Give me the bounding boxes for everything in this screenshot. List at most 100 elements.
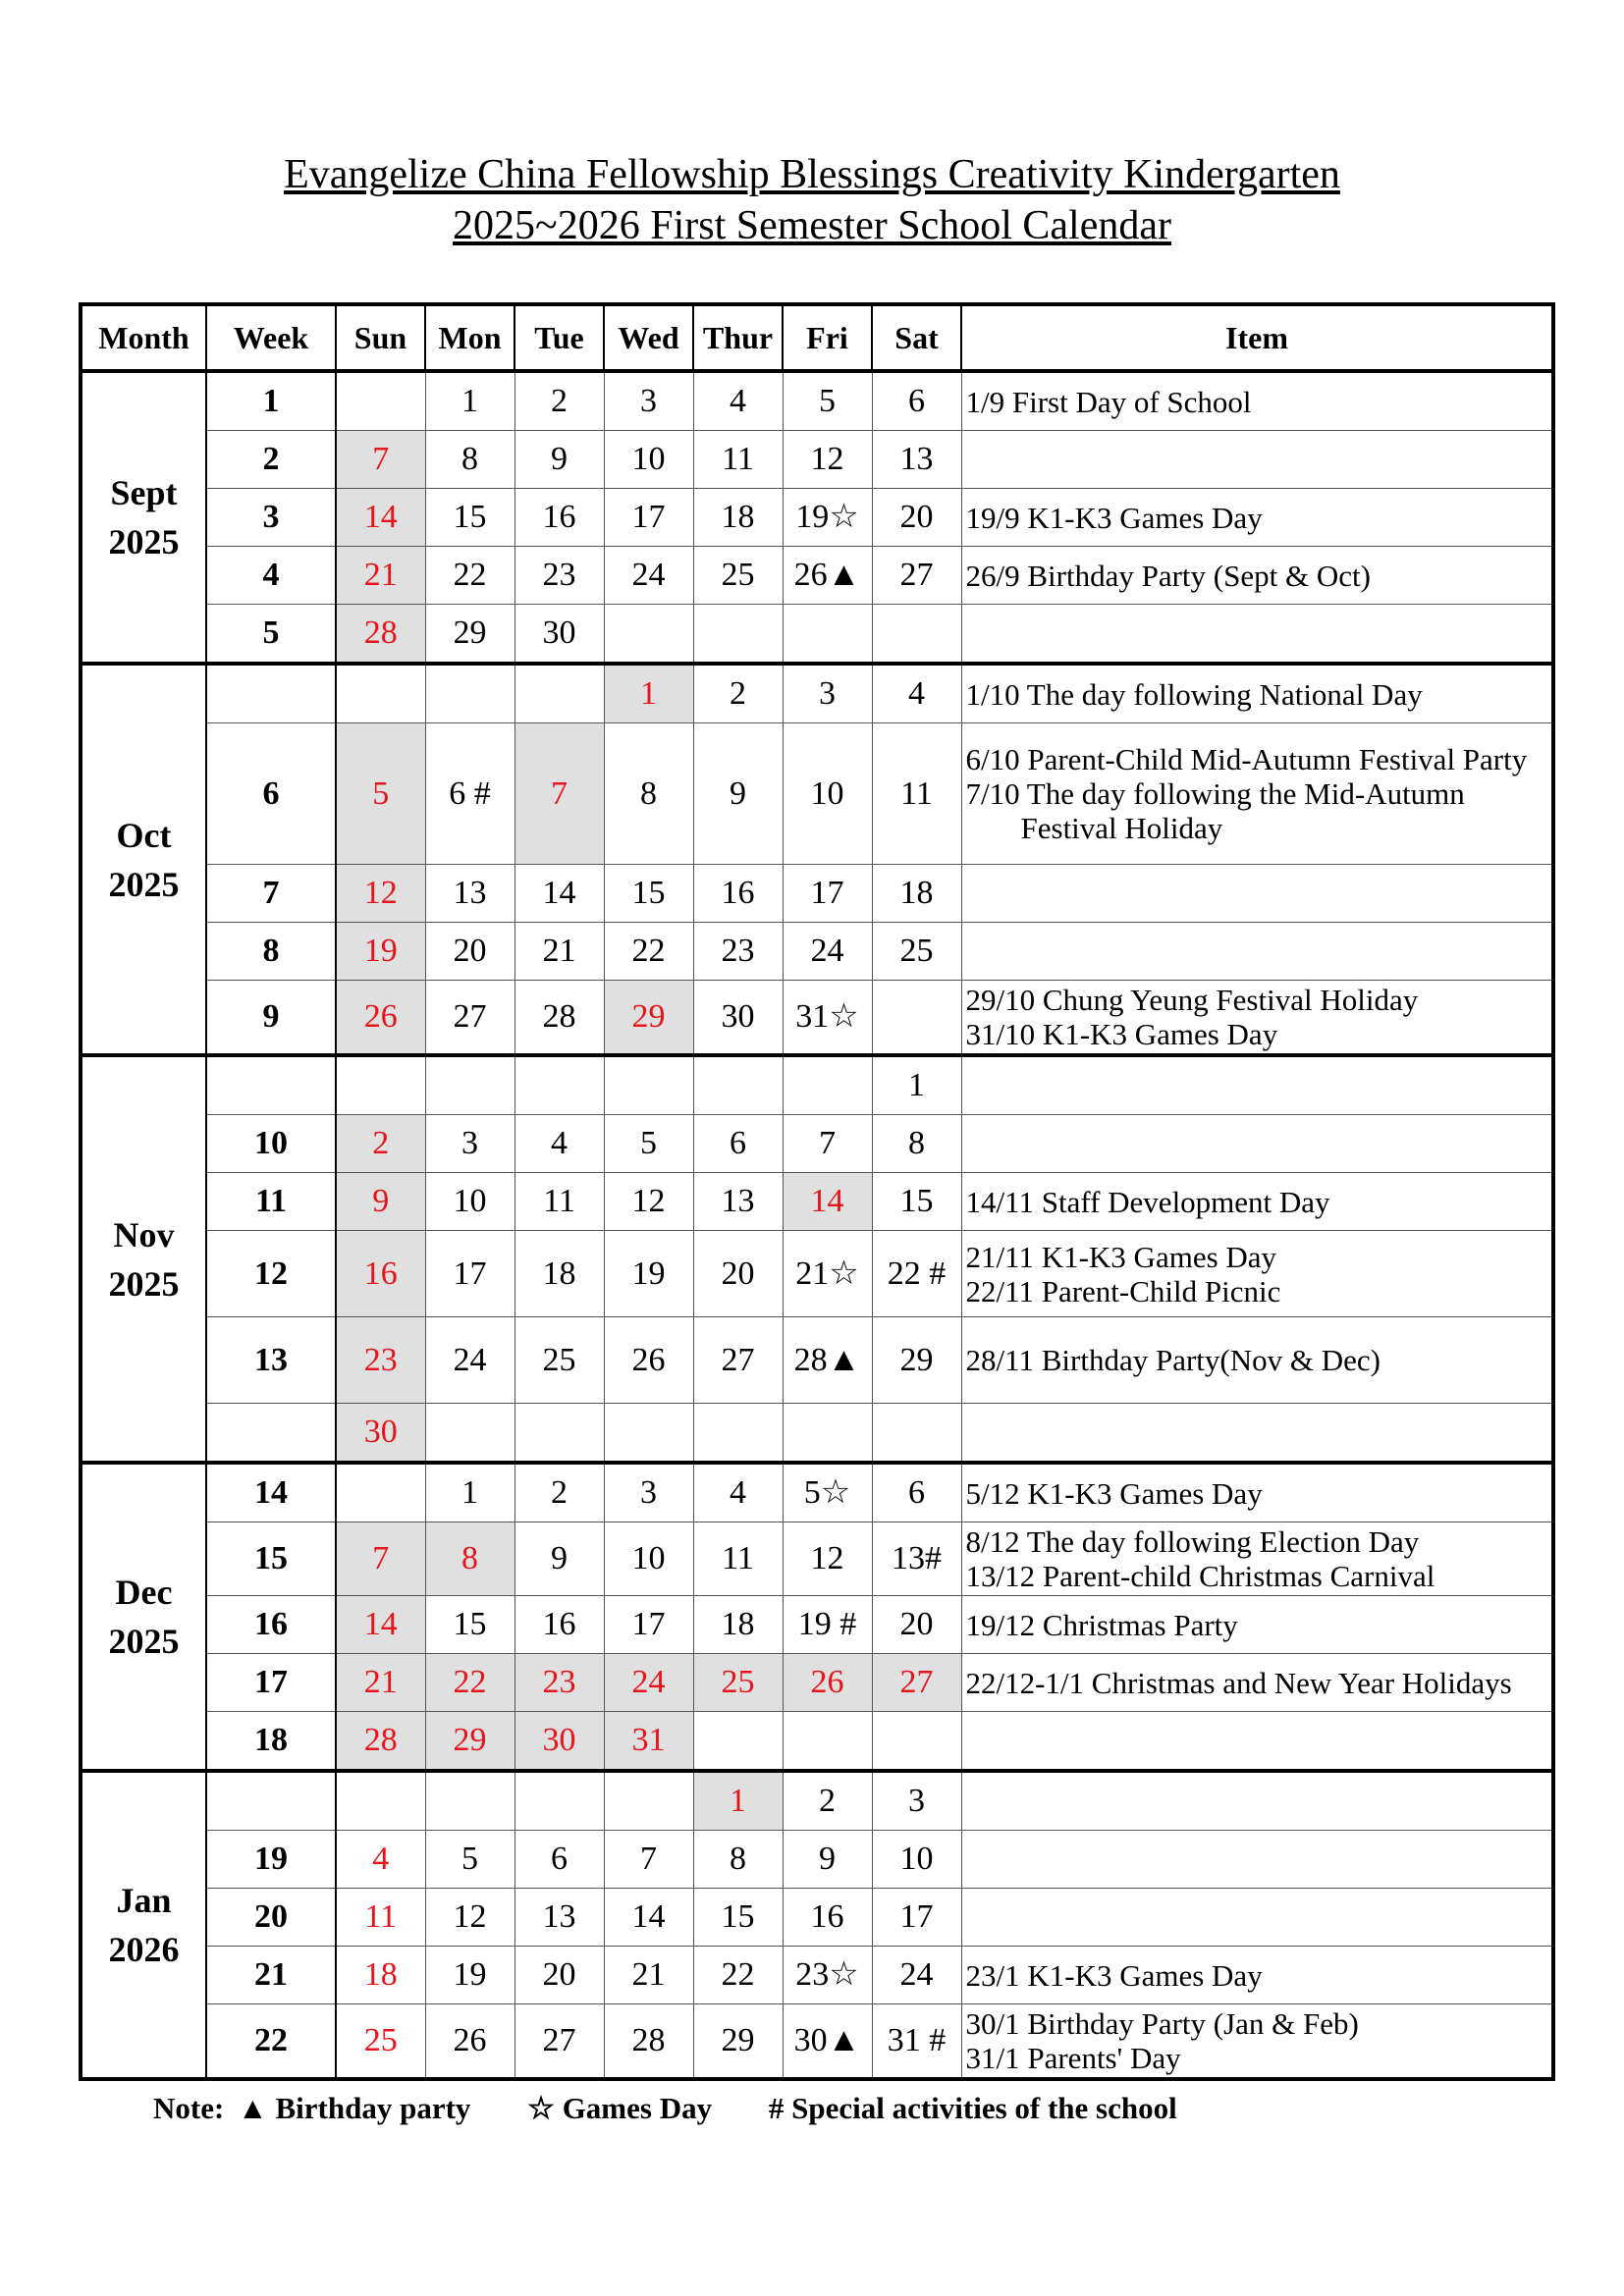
header-sat: Sat xyxy=(871,303,962,373)
holiday-date-cell: 29 xyxy=(424,1711,515,1772)
event-item: 7/10 The day following the Mid-Autumn Fe… xyxy=(965,776,1465,845)
event-item: 29/10 Chung Yeung Festival Holiday xyxy=(965,983,1419,1017)
event-item: 1/10 The day following National Day xyxy=(965,676,1423,712)
date-cell: 20 xyxy=(871,1595,962,1654)
date-cell: 16 xyxy=(514,488,605,547)
date-cell: 19 xyxy=(603,1230,694,1317)
holiday-date-cell: 21 xyxy=(335,546,426,605)
holiday-date-cell: 27 xyxy=(871,1653,962,1712)
event-item: 31/1 Parents' Day xyxy=(965,2041,1181,2075)
week-number: 13 xyxy=(205,1316,337,1404)
date-cell: 18 xyxy=(335,1946,426,2004)
date-cell: 23☆ xyxy=(782,1946,873,2004)
item-cell: 28/11 Birthday Party(Nov & Dec) xyxy=(960,1316,1554,1404)
date-cell: 13# xyxy=(871,1522,962,1596)
date-cell xyxy=(335,662,426,723)
item-cell xyxy=(960,430,1554,489)
event-item: 30/1 Birthday Party (Jan & Feb) xyxy=(965,2006,1359,2041)
date-cell xyxy=(603,1769,694,1831)
date-cell: 25 xyxy=(514,1316,605,1404)
date-cell xyxy=(692,1711,784,1772)
date-cell: 15 xyxy=(424,488,515,547)
date-cell: 12 xyxy=(603,1172,694,1231)
date-cell: 28 xyxy=(603,2003,694,2080)
week-number xyxy=(205,1769,337,1831)
item-cell: 5/12 K1-K3 Games Day xyxy=(960,1461,1554,1522)
date-cell: 5 xyxy=(782,369,873,431)
legend-note: Note: ▲ Birthday party ☆ Games Day # Spe… xyxy=(153,2089,1624,2128)
date-cell: 20 xyxy=(692,1230,784,1317)
date-cell: 10 xyxy=(871,1830,962,1889)
holiday-date-cell: 26 xyxy=(782,1653,873,1712)
date-cell xyxy=(424,1053,515,1115)
date-cell: 4 xyxy=(514,1114,605,1173)
date-cell: 3 xyxy=(603,1461,694,1522)
week-row: 3 14 15 16 17 18 19☆ 20 19/9 K1-K3 Games Day xyxy=(81,488,1554,547)
item-cell xyxy=(960,1830,1554,1889)
date-cell: 13 xyxy=(871,430,962,489)
holiday-date-cell: 7 xyxy=(514,722,605,865)
event-item: 8/12 The day following Election Day xyxy=(965,1524,1420,1559)
special-activities-legend: # Special activities of the school xyxy=(768,2091,1177,2125)
date-cell: 30 xyxy=(692,980,784,1056)
date-cell xyxy=(603,604,694,665)
birthday-legend: ▲ Birthday party xyxy=(238,2091,471,2125)
week-number: 4 xyxy=(205,546,337,605)
month-year: 2025 xyxy=(108,1263,180,1304)
week-number: 21 xyxy=(205,1946,337,2004)
week-row: 8 19 20 21 22 23 24 25 xyxy=(81,922,1554,981)
date-cell xyxy=(782,1403,873,1464)
date-cell: 14 xyxy=(514,864,605,923)
date-cell: 3 xyxy=(424,1114,515,1173)
date-cell xyxy=(603,1053,694,1115)
date-cell: 9 xyxy=(692,722,784,865)
header-month: Month xyxy=(80,303,207,373)
date-cell: 1 xyxy=(871,1053,962,1115)
date-cell: 23 xyxy=(692,922,784,981)
event-item: 13/12 Parent-child Christmas Carnival xyxy=(965,1559,1435,1593)
week-row: 19 4 5 6 7 8 9 10 xyxy=(81,1830,1554,1889)
week-row: Sept 2025 1 1 2 3 4 5 6 1/9 First Day of School xyxy=(80,369,1554,665)
header-wed: Wed xyxy=(603,303,694,373)
header-tue: Tue xyxy=(514,303,605,373)
week-number: 12 xyxy=(205,1230,337,1317)
week-row: 20 11 12 13 14 15 16 17 xyxy=(81,1888,1554,1947)
week-row: 2 7 8 9 10 11 12 13 xyxy=(81,430,1554,489)
date-cell: 4 xyxy=(335,1830,426,1889)
date-cell xyxy=(692,1403,784,1464)
date-cell: 29 xyxy=(692,2003,784,2080)
event-item: 31/10 K1-K3 Games Day xyxy=(965,1017,1278,1051)
date-cell: 21 xyxy=(603,1946,694,2004)
holiday-date-cell: 29 xyxy=(603,980,694,1056)
week-number xyxy=(205,1403,337,1464)
date-cell: 4 xyxy=(871,662,962,723)
week-number: 11 xyxy=(205,1172,337,1231)
date-cell: 14 xyxy=(603,1888,694,1947)
date-cell: 21 xyxy=(514,922,605,981)
event-item: 1/9 First Day of School xyxy=(965,384,1252,419)
month-cell: Jan 2026 xyxy=(80,1769,207,2080)
date-cell: 19☆ xyxy=(782,488,873,547)
date-cell: 11 xyxy=(692,1522,784,1596)
week-row: 17 21 22 23 24 25 26 27 22/12-1/1 Christmas and … xyxy=(81,1653,1554,1712)
week-row: Jan 2026 1 2 3 xyxy=(80,1769,1554,2080)
holiday-date-cell: 30 xyxy=(514,1711,605,1772)
date-cell: 31 # xyxy=(871,2003,962,2080)
item-cell: 21/11 K1-K3 Games Day 22/11 Parent-Child … xyxy=(960,1230,1554,1317)
date-cell: 2 xyxy=(514,1461,605,1522)
item-cell: 23/1 K1-K3 Games Day xyxy=(960,1946,1554,2004)
holiday-date-cell: 12 xyxy=(335,864,426,923)
date-cell: 22 xyxy=(692,1946,784,2004)
week-number: 14 xyxy=(205,1461,337,1522)
date-cell xyxy=(871,1711,962,1772)
week-number xyxy=(205,1053,337,1115)
item-cell xyxy=(960,1053,1554,1115)
date-cell: 7 xyxy=(782,1114,873,1173)
date-cell: 5 xyxy=(603,1114,694,1173)
date-cell: 18 xyxy=(692,1595,784,1654)
date-cell: 26 xyxy=(603,1316,694,1404)
date-cell: 24 xyxy=(871,1946,962,2004)
date-cell: 3 xyxy=(782,662,873,723)
week-row: 21 18 19 20 21 22 23☆ 24 23/1 K1-K3 Games Day xyxy=(81,1946,1554,2004)
